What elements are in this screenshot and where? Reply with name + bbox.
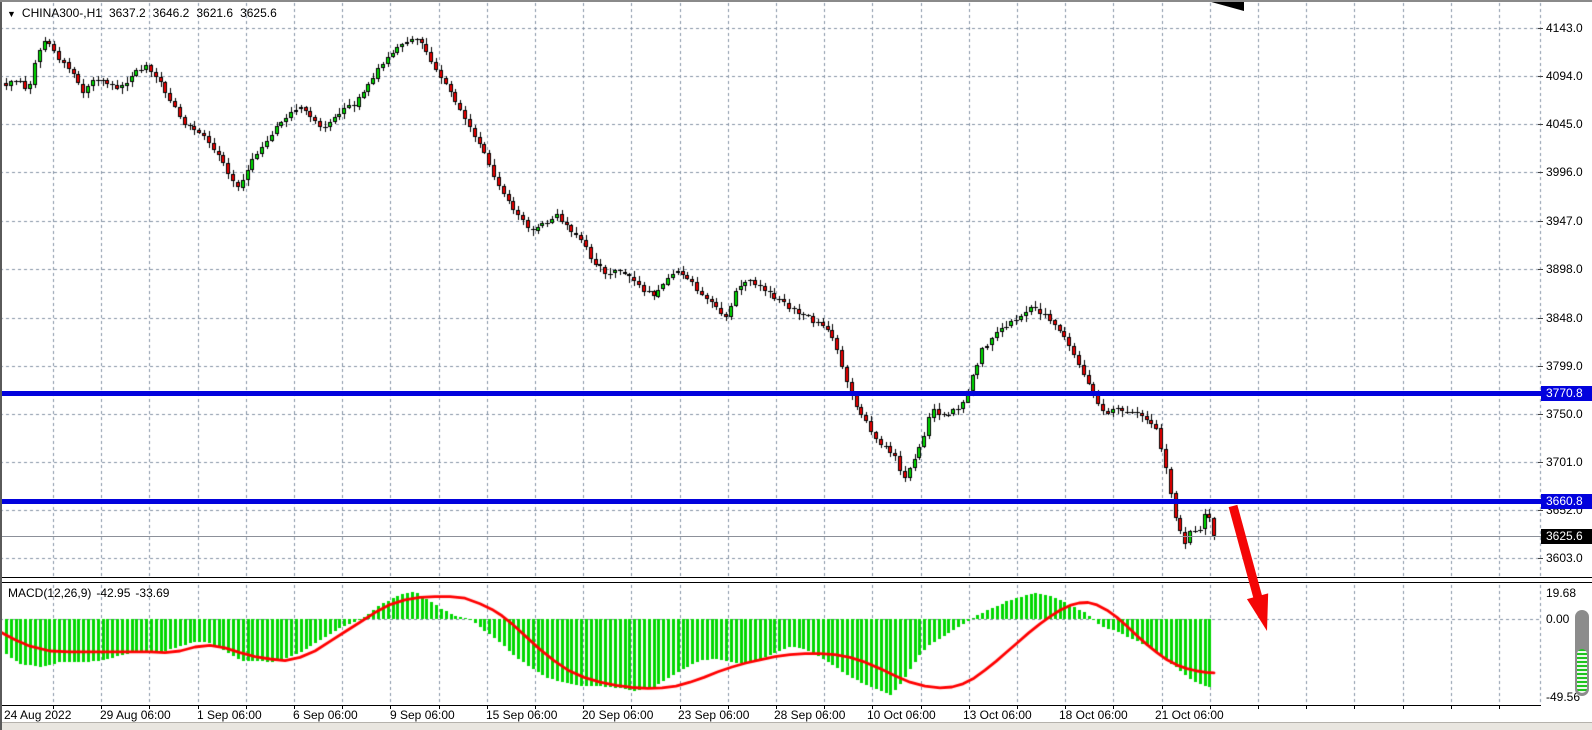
time-axis-tick [728, 705, 729, 709]
time-label: 29 Aug 06:00 [100, 708, 171, 722]
macd-indicator-label: MACD(12,26,9) -42.95 -33.69 [8, 586, 174, 600]
symbol-label: CHINA300-,H1 [21, 6, 102, 20]
chart-header: ▼ CHINA300-,H1 3637.2 3646.2 3621.6 3625.6 [7, 6, 284, 20]
y-axis-tick [1538, 269, 1543, 270]
y-axis-tick [1538, 510, 1543, 511]
time-axis-tick [872, 705, 873, 709]
support-line[interactable] [0, 499, 1541, 504]
y-axis-tick [1538, 221, 1543, 222]
time-axis-tick [1017, 705, 1018, 709]
time-axis-tick [1210, 705, 1211, 709]
time-axis-tick [1258, 705, 1259, 709]
time-axis-tick [487, 705, 488, 709]
time-axis-tick [583, 705, 584, 709]
macd-main-value: -42.95 [96, 586, 131, 600]
time-axis-tick [294, 705, 295, 709]
ohlc-high: 3646.2 [152, 6, 190, 20]
ohlc-close: 3625.6 [240, 6, 277, 20]
y-axis-label: 4094.0 [1546, 69, 1583, 84]
y-axis-label: 3898.0 [1546, 261, 1583, 276]
y-axis-tick [1538, 172, 1543, 173]
y-axis-tick [1538, 28, 1543, 29]
bottom-strip [0, 722, 1592, 730]
time-axis-tick [921, 705, 922, 709]
y-axis-tick [1538, 414, 1543, 415]
symbol-dropdown-icon[interactable]: ▼ [7, 9, 16, 19]
time-axis-tick [1306, 705, 1307, 709]
y-axis-label: 4143.0 [1546, 21, 1583, 35]
y-axis-tick [1538, 558, 1543, 559]
current-price-tag: 3625.6 [1541, 529, 1592, 544]
y-axis-tick [1538, 366, 1543, 367]
time-axis-tick [198, 705, 199, 709]
ohlc-low: 3621.6 [196, 6, 234, 20]
y-axis-label: 3799.0 [1546, 358, 1583, 373]
top-right-black-marker [1204, 0, 1244, 11]
resistance-price-tag: 3770.8 [1541, 386, 1592, 401]
time-axis-tick [631, 705, 632, 709]
macd-signal-value: -33.69 [135, 586, 170, 600]
y-axis-label: 3996.0 [1546, 165, 1583, 180]
time-label: 28 Sep 06:00 [774, 708, 846, 722]
time-axis-tick [390, 705, 391, 709]
time-label: 6 Sep 06:00 [293, 708, 358, 722]
scrollbar-stripes [1577, 649, 1587, 693]
time-axis-tick [776, 705, 777, 709]
time-label: 10 Oct 06:00 [867, 708, 936, 722]
time-axis-tick [535, 705, 536, 709]
time-axis-line [0, 705, 1541, 706]
time-axis-tick [342, 705, 343, 709]
ohlc-open: 3637.2 [108, 6, 146, 20]
resistance-line[interactable] [0, 391, 1541, 396]
time-label: 21 Oct 06:00 [1155, 708, 1224, 722]
macd-scale-min: -49.56 [1546, 690, 1581, 704]
time-label: 20 Sep 06:00 [582, 708, 654, 722]
time-label: 15 Sep 06:00 [486, 708, 558, 722]
time-axis-tick [1403, 705, 1404, 709]
y-axis-label: 3848.0 [1546, 310, 1583, 325]
y-axis-label: 3947.0 [1546, 213, 1583, 228]
y-axis-tick [1538, 124, 1543, 125]
time-axis-tick [149, 705, 150, 709]
y-axis-tick [1538, 76, 1543, 77]
time-axis-tick [439, 705, 440, 709]
time-label: 18 Oct 06:00 [1059, 708, 1128, 722]
time-axis-tick [53, 705, 54, 709]
y-axis-tick [1538, 318, 1543, 319]
time-axis-tick [246, 705, 247, 709]
macd-scale-max: 19.68 [1546, 586, 1577, 600]
time-label: 9 Sep 06:00 [390, 708, 455, 722]
time-axis-tick [1162, 705, 1163, 709]
time-axis-tick [824, 705, 825, 709]
time-axis-tick [1065, 705, 1066, 709]
time-axis-tick [101, 705, 102, 709]
time-axis-tick [1451, 705, 1452, 709]
y-axis-label: 3603.0 [1546, 551, 1583, 566]
current-price-line [0, 536, 1541, 537]
y-axis-tick [1538, 462, 1543, 463]
support-price-tag: 3660.8 [1541, 494, 1592, 509]
time-axis-tick [1113, 705, 1114, 709]
macd-indicator-name: MACD(12,26,9) [8, 586, 92, 600]
window-left-border [0, 0, 2, 730]
macd-scrollbar[interactable] [1575, 610, 1589, 696]
macd-scale-zero: 0.00 [1546, 612, 1570, 626]
time-axis-tick [1354, 705, 1355, 709]
pane-separator[interactable] [0, 577, 1592, 583]
time-axis-tick [680, 705, 681, 709]
time-label: 24 Aug 2022 [4, 708, 72, 722]
time-label: 13 Oct 06:00 [963, 708, 1032, 722]
window-top-border [0, 0, 1592, 2]
time-axis-tick [1499, 705, 1500, 709]
y-axis-label: 4045.0 [1546, 117, 1583, 132]
time-label: 1 Sep 06:00 [197, 708, 262, 722]
time-axis-tick [969, 705, 970, 709]
time-label: 23 Sep 06:00 [678, 708, 750, 722]
y-axis-label: 3750.0 [1546, 407, 1583, 422]
y-axis-label: 3701.0 [1546, 455, 1583, 470]
